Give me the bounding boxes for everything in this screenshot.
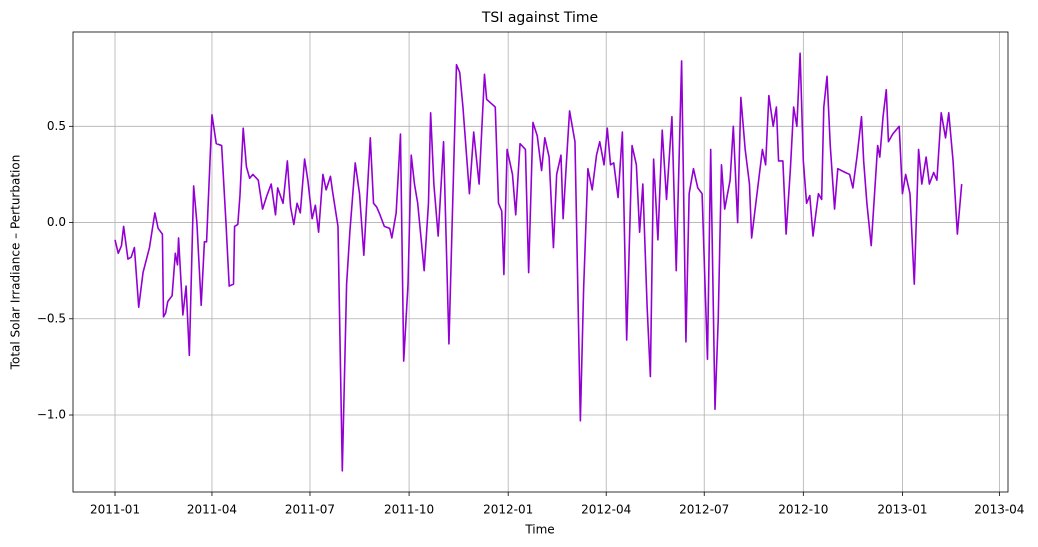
x-tick-label: 2013-04 xyxy=(974,503,1024,517)
x-tick-label: 2012-04 xyxy=(581,503,631,517)
y-axis-label: Total Solar Irradiance – Perturbation xyxy=(9,155,23,371)
x-tick-label: 2011-07 xyxy=(285,503,335,517)
x-tick-label: 2011-04 xyxy=(187,503,237,517)
x-tick-label: 2012-01 xyxy=(483,503,533,517)
x-axis-label: Time xyxy=(524,523,554,537)
y-tick-label: −1.0 xyxy=(37,408,66,422)
x-tick-label: 2011-10 xyxy=(384,503,434,517)
chart-title: TSI against Time xyxy=(481,10,598,26)
y-tick-label: 0.5 xyxy=(47,119,66,133)
x-tick-label: 2012-07 xyxy=(679,503,729,517)
y-tick-label: 0.0 xyxy=(47,215,66,229)
y-tick-label: −0.5 xyxy=(37,311,66,325)
plot-frame xyxy=(72,31,1009,493)
x-tick-label: 2011-01 xyxy=(90,503,140,517)
x-tick-label: 2013-01 xyxy=(877,503,927,517)
x-tick-label: 2012-10 xyxy=(778,503,828,517)
series-line xyxy=(114,52,963,472)
